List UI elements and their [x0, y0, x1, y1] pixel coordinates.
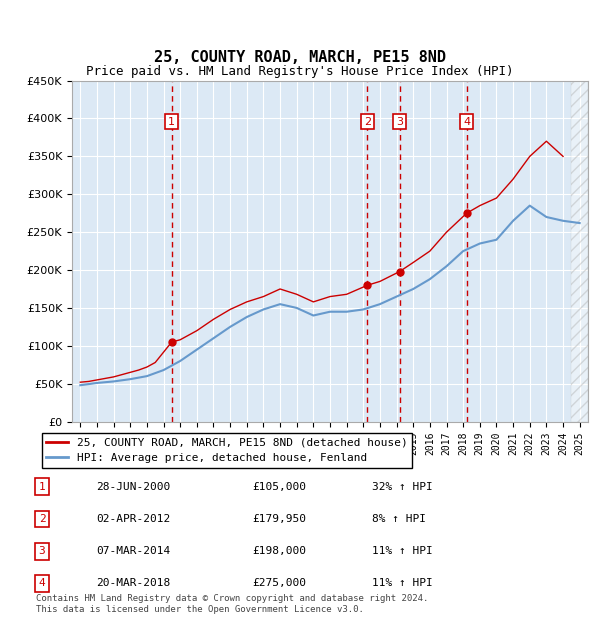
Text: 3: 3 [396, 117, 403, 126]
Text: 4: 4 [38, 578, 46, 588]
Text: 32% ↑ HPI: 32% ↑ HPI [372, 482, 433, 492]
Text: Price paid vs. HM Land Registry's House Price Index (HPI): Price paid vs. HM Land Registry's House … [86, 64, 514, 78]
Text: £179,950: £179,950 [252, 514, 306, 524]
Text: 1: 1 [38, 482, 46, 492]
Text: 20-MAR-2018: 20-MAR-2018 [96, 578, 170, 588]
Text: 4: 4 [463, 117, 470, 126]
Text: 11% ↑ HPI: 11% ↑ HPI [372, 578, 433, 588]
Text: 2: 2 [364, 117, 371, 126]
Text: 11% ↑ HPI: 11% ↑ HPI [372, 546, 433, 556]
Text: 3: 3 [38, 546, 46, 556]
Text: 8% ↑ HPI: 8% ↑ HPI [372, 514, 426, 524]
Text: 02-APR-2012: 02-APR-2012 [96, 514, 170, 524]
Text: 1: 1 [168, 117, 175, 126]
Text: Contains HM Land Registry data © Crown copyright and database right 2024.
This d: Contains HM Land Registry data © Crown c… [36, 595, 428, 614]
Text: £198,000: £198,000 [252, 546, 306, 556]
Text: £105,000: £105,000 [252, 482, 306, 492]
Text: 07-MAR-2014: 07-MAR-2014 [96, 546, 170, 556]
Text: £275,000: £275,000 [252, 578, 306, 588]
Text: 28-JUN-2000: 28-JUN-2000 [96, 482, 170, 492]
Legend: 25, COUNTY ROAD, MARCH, PE15 8ND (detached house), HPI: Average price, detached : 25, COUNTY ROAD, MARCH, PE15 8ND (detach… [41, 433, 412, 468]
Text: 25, COUNTY ROAD, MARCH, PE15 8ND: 25, COUNTY ROAD, MARCH, PE15 8ND [154, 50, 446, 65]
Text: 2: 2 [38, 514, 46, 524]
